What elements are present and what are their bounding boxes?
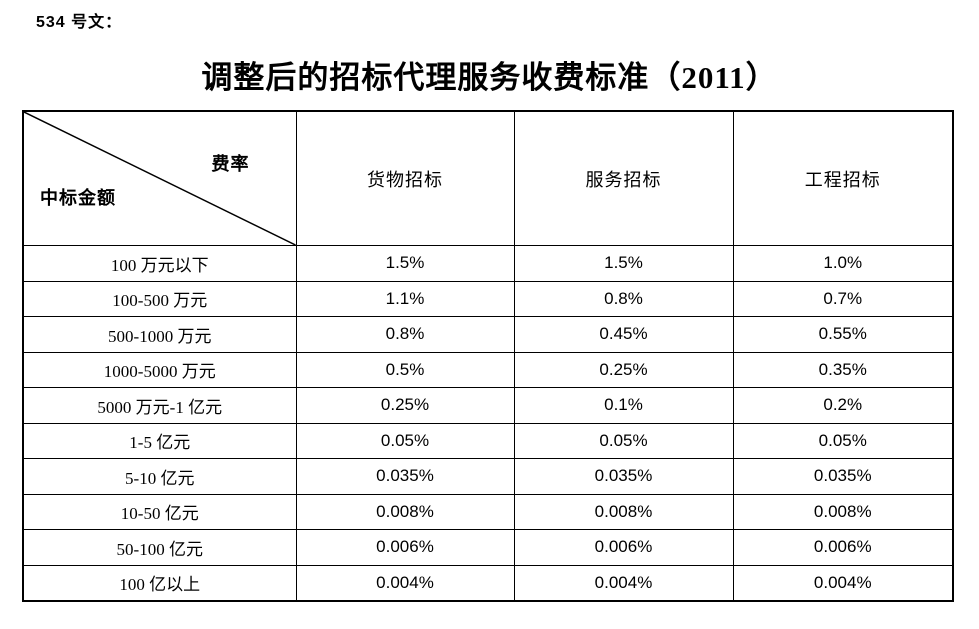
table-row: 500-1000 万元 0.8% 0.45% 0.55%: [22, 316, 954, 353]
table-row: 10-50 亿元 0.008% 0.008% 0.008%: [22, 493, 954, 530]
bid-amount-range-label: 5000 万元-1 亿元: [22, 387, 297, 424]
fee-rate-cell: 0.006%: [295, 529, 515, 566]
fee-rate-cell: 0.006%: [732, 529, 954, 566]
table-row: 5-10 亿元 0.035% 0.035% 0.035%: [22, 458, 954, 495]
fee-rate-cell: 0.45%: [513, 316, 734, 353]
fee-rate-cell: 0.2%: [732, 387, 954, 424]
fee-rate-cell: 0.004%: [295, 564, 515, 602]
fee-rate-cell: 1.5%: [513, 245, 734, 282]
fee-rate-cell: 0.55%: [732, 316, 954, 353]
fee-rate-cell: 0.004%: [513, 564, 734, 602]
fee-rate-cell: 0.35%: [732, 351, 954, 388]
fee-rate-table: 费率 中标金额 货物招标 服务招标 工程招标 100 万元以下 1.5% 1.5% 1…: [22, 110, 954, 602]
diagonal-corner-cell: 费率 中标金额: [22, 110, 297, 246]
bid-amount-range-label: 500-1000 万元: [22, 316, 297, 353]
column-header-service-tender: 服务招标: [513, 110, 734, 246]
table-row: 50-100 亿元 0.006% 0.006% 0.006%: [22, 529, 954, 566]
fee-rate-cell: 0.25%: [295, 387, 515, 424]
table-row: 1-5 亿元 0.05% 0.05% 0.05%: [22, 422, 954, 459]
fee-rate-cell: 0.006%: [513, 529, 734, 566]
table-row: 1000-5000 万元 0.5% 0.25% 0.35%: [22, 351, 954, 388]
fee-rate-cell: 0.05%: [513, 422, 734, 459]
doc-number: 534 号文：: [36, 14, 123, 31]
corner-label-bid-amount: 中标金额: [40, 188, 116, 208]
fee-rate-cell: 0.008%: [732, 493, 954, 530]
fee-rate-cell: 0.035%: [732, 458, 954, 495]
bid-amount-range-label: 10-50 亿元: [22, 493, 297, 530]
bid-amount-range-label: 100-500 万元: [22, 280, 297, 317]
bid-amount-range-label: 5-10 亿元: [22, 458, 297, 495]
fee-rate-cell: 0.035%: [295, 458, 515, 495]
fee-rate-cell: 0.5%: [295, 351, 515, 388]
fee-rate-cell: 0.7%: [732, 280, 954, 317]
fee-rate-cell: 1.0%: [732, 245, 954, 282]
bid-amount-range-label: 100 亿以上: [22, 564, 297, 602]
table-row: 100-500 万元 1.1% 0.8% 0.7%: [22, 280, 954, 317]
fee-rate-cell: 0.25%: [513, 351, 734, 388]
table-row: 100 万元以下 1.5% 1.5% 1.0%: [22, 245, 954, 282]
diagonal-divider-line: [24, 112, 296, 245]
fee-rate-cell: 0.035%: [513, 458, 734, 495]
page-title: 调整后的招标代理服务收费标准（2011）: [201, 60, 778, 95]
fee-rate-cell: 0.004%: [732, 564, 954, 602]
table-header: 费率 中标金额 货物招标 服务招标 工程招标: [22, 110, 954, 246]
table-row: 5000 万元-1 亿元 0.25% 0.1% 0.2%: [22, 387, 954, 424]
column-header-engineering-tender: 工程招标: [732, 110, 954, 246]
bid-amount-range-label: 50-100 亿元: [22, 529, 297, 566]
fee-rate-cell: 0.05%: [295, 422, 515, 459]
fee-rate-cell: 0.8%: [295, 316, 515, 353]
corner-label-rate: 费率: [211, 154, 250, 174]
table-body: 100 万元以下 1.5% 1.5% 1.0% 100-500 万元 1.1% 0.8% 0.…: [22, 245, 954, 602]
fee-rate-cell: 1.5%: [295, 245, 515, 282]
fee-rate-cell: 1.1%: [295, 280, 515, 317]
bid-amount-range-label: 1000-5000 万元: [22, 351, 297, 388]
bid-amount-range-label: 1-5 亿元: [22, 422, 297, 459]
bid-amount-range-label: 100 万元以下: [22, 245, 297, 282]
fee-rate-cell: 0.008%: [295, 493, 515, 530]
table-row: 100 亿以上 0.004% 0.004% 0.004%: [22, 564, 954, 602]
column-header-goods-tender: 货物招标: [295, 110, 515, 246]
fee-rate-cell: 0.008%: [513, 493, 734, 530]
fee-rate-cell: 0.1%: [513, 387, 734, 424]
fee-rate-cell: 0.05%: [732, 422, 954, 459]
fee-rate-cell: 0.8%: [513, 280, 734, 317]
header-row: 费率 中标金额 货物招标 服务招标 工程招标: [22, 110, 954, 246]
